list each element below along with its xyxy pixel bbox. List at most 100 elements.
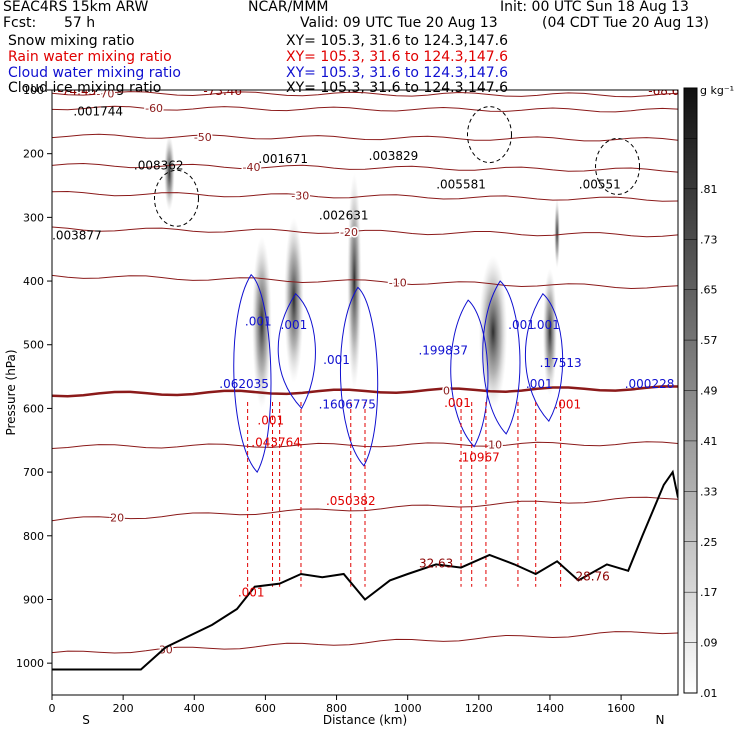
colorbar-label: .17 bbox=[700, 586, 718, 599]
contour-annotation: -73.46 bbox=[203, 84, 242, 98]
valid-local-time: (04 CDT Tue 20 Aug 13) bbox=[542, 15, 709, 31]
field-cloudwater-xy: XY= 105.3, 31.6 to 124.3,147.6 bbox=[286, 65, 509, 81]
x-tick-label: 0 bbox=[49, 702, 56, 715]
contour-annotation: .003877 bbox=[52, 229, 102, 243]
shading-plume bbox=[164, 134, 175, 211]
x-tick-label: 200 bbox=[113, 702, 134, 715]
contour-annotation: .001 bbox=[281, 318, 308, 332]
field-rain-name: Rain water mixing ratio bbox=[8, 49, 172, 65]
field-cloudwater-name: Cloud water mixing ratio bbox=[8, 65, 181, 81]
contour-annotation: 32.63 bbox=[419, 557, 453, 571]
contour-annotation: .062035 bbox=[219, 377, 269, 391]
temperature-contour-label: -30 bbox=[291, 190, 309, 203]
colorbar-label: .01 bbox=[700, 687, 718, 700]
colorbar-label: .41 bbox=[700, 435, 718, 448]
shading-plume bbox=[478, 255, 508, 409]
title-left: SEAC4RS 15km ARW bbox=[3, 0, 149, 15]
contour-annotation: .001 bbox=[444, 396, 471, 410]
snow-contour bbox=[595, 137, 641, 195]
cloud-water-contour bbox=[339, 286, 379, 467]
contour-annotation: .003829 bbox=[369, 149, 419, 163]
terrain-line bbox=[52, 469, 678, 671]
y-tick-label: 100 bbox=[23, 84, 44, 97]
init-time: Init: 00 UTC Sun 18 Aug 13 bbox=[500, 0, 689, 15]
contour-annotation: .001 bbox=[533, 318, 560, 332]
title-center: NCAR/MMM bbox=[248, 0, 329, 15]
contour-annotation: .008362 bbox=[134, 159, 184, 173]
temperature-contour-label: -70 bbox=[96, 87, 114, 100]
x-tick-label: 1600 bbox=[607, 702, 635, 715]
field-snow-name: Snow mixing ratio bbox=[8, 33, 135, 49]
colorbar-label: .65 bbox=[700, 284, 718, 297]
y-tick-label: 500 bbox=[23, 339, 44, 352]
cloud-water-contour bbox=[524, 293, 564, 423]
temperature-contour bbox=[52, 274, 678, 290]
x-tick-label: 1000 bbox=[394, 702, 422, 715]
x-tick-label: 800 bbox=[326, 702, 347, 715]
contour-annotation: .001 bbox=[257, 413, 284, 427]
shading-plume bbox=[554, 198, 560, 269]
x-tick-label: 400 bbox=[184, 702, 205, 715]
temperature-contour bbox=[52, 133, 678, 142]
temperature-contour-label: -40 bbox=[243, 161, 261, 174]
y-tick-label: 400 bbox=[23, 275, 44, 288]
y-tick-label: 300 bbox=[23, 211, 44, 224]
colorbar-label: .25 bbox=[700, 536, 718, 549]
temperature-contour-label: 0 bbox=[443, 384, 450, 397]
contour-annotation: .043764 bbox=[251, 436, 301, 450]
shading-plume bbox=[542, 268, 558, 396]
x-axis-label: Distance (km) bbox=[323, 713, 407, 727]
colorbar-unit: g kg⁻¹ bbox=[700, 84, 734, 97]
contour-annotation: 28.76 bbox=[575, 569, 609, 583]
field-cloudice-xy: XY= 105.3, 31.6 to 124.3,147.6 bbox=[286, 80, 509, 96]
colorbar-label: .09 bbox=[700, 637, 718, 650]
endpoint-right-label: N bbox=[656, 713, 665, 727]
fcst-label: Fcst: bbox=[3, 15, 37, 31]
temperature-contour bbox=[52, 631, 678, 654]
temperature-contour bbox=[52, 226, 678, 238]
temperature-contour bbox=[52, 190, 678, 202]
contour-annotation: .005581 bbox=[436, 178, 486, 192]
colorbar-label: .49 bbox=[700, 385, 718, 398]
temperature-contour-label: -20 bbox=[340, 226, 358, 239]
temperature-contour bbox=[52, 91, 678, 98]
x-tick-label: 1400 bbox=[536, 702, 564, 715]
fcst-value: 57 h bbox=[64, 15, 96, 31]
colorbar-label: .33 bbox=[700, 485, 718, 498]
cloud-water-contour bbox=[277, 293, 316, 410]
contour-annotation: .001 bbox=[238, 585, 265, 599]
y-tick-label: 800 bbox=[23, 530, 44, 543]
contour-annotation: .17513 bbox=[540, 356, 582, 370]
valid-time: Valid: 09 UTC Tue 20 Aug 13 bbox=[300, 15, 498, 31]
temperature-contour bbox=[52, 385, 678, 398]
contour-annotation: -74.43 bbox=[58, 84, 97, 98]
y-tick-label: 600 bbox=[23, 402, 44, 415]
colorbar-label: .81 bbox=[700, 183, 718, 196]
x-tick-label: 600 bbox=[255, 702, 276, 715]
contour-annotation: .001 bbox=[554, 397, 581, 411]
x-tick-label: 1200 bbox=[465, 702, 493, 715]
temperature-contour-label: 10 bbox=[488, 438, 502, 451]
y-tick-label: 900 bbox=[23, 593, 44, 606]
contour-annotation: .1606775 bbox=[319, 397, 376, 411]
contour-annotation: .00551 bbox=[579, 178, 621, 192]
shading-plume bbox=[347, 172, 362, 390]
contour-annotation: -68.6 bbox=[648, 84, 679, 98]
contour-annotation: .001 bbox=[508, 318, 535, 332]
shading-plume bbox=[284, 217, 304, 383]
contour-annotation: .199837 bbox=[418, 343, 468, 357]
endpoint-left-label: S bbox=[82, 713, 90, 727]
contour-annotation: .001 bbox=[245, 315, 272, 329]
field-snow-xy: XY= 105.3, 31.6 to 124.3,147.6 bbox=[286, 33, 509, 49]
contour-annotation: .001671 bbox=[258, 152, 308, 166]
contour-annotation: .002631 bbox=[319, 208, 369, 222]
contour-annotation: .001 bbox=[323, 353, 350, 367]
snow-contour bbox=[153, 169, 199, 227]
temperature-contour bbox=[52, 105, 678, 113]
contour-annotation: .001744 bbox=[73, 104, 123, 118]
snow-contour bbox=[466, 106, 512, 164]
contour-annotation: .10967 bbox=[458, 450, 500, 464]
plot-frame bbox=[51, 89, 679, 696]
colorbar-label: .57 bbox=[700, 334, 718, 347]
